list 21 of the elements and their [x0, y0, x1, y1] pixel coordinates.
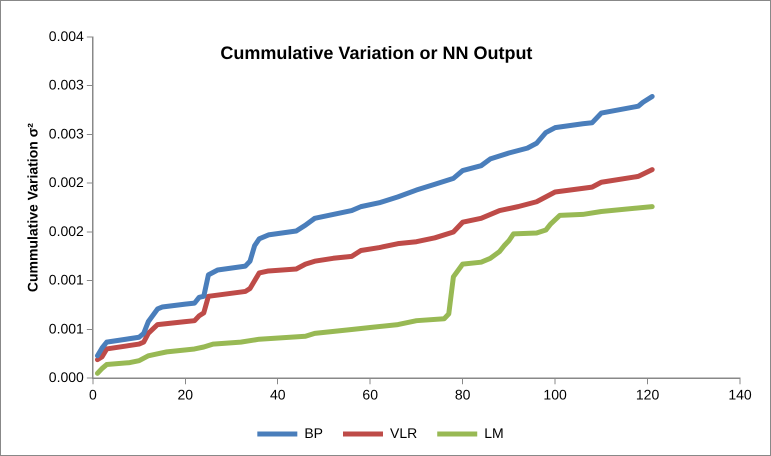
x-tick-label: 100 — [543, 386, 567, 402]
x-tick-label: 80 — [454, 386, 471, 402]
y-tick-label: 0.003 — [48, 125, 84, 142]
x-tick-label: 120 — [636, 386, 660, 402]
x-tick-label: 20 — [177, 386, 194, 402]
x-tick-label: 60 — [362, 386, 378, 402]
y-tick-label: 0.000 — [48, 369, 84, 386]
y-tick-label: 0.004 — [48, 28, 84, 44]
x-tick-label: 140 — [728, 386, 752, 402]
x-tick-label: 0 — [88, 386, 97, 402]
chart-title: Cummulative Variation or NN Output — [220, 42, 532, 63]
legend-label: LM — [484, 424, 504, 441]
x-tick-label: 40 — [270, 386, 286, 402]
y-tick-label: 0.003 — [48, 76, 84, 93]
y-axis-title: Cummulative Variation σ² — [24, 122, 40, 292]
legend-label: BP — [304, 424, 324, 441]
y-tick-label: 0.002 — [48, 174, 84, 190]
y-tick-label: 0.001 — [48, 272, 84, 288]
y-tick-label: 0.002 — [48, 222, 84, 239]
legend-label: VLR — [390, 424, 418, 441]
y-tick-label: 0.001 — [48, 320, 84, 336]
